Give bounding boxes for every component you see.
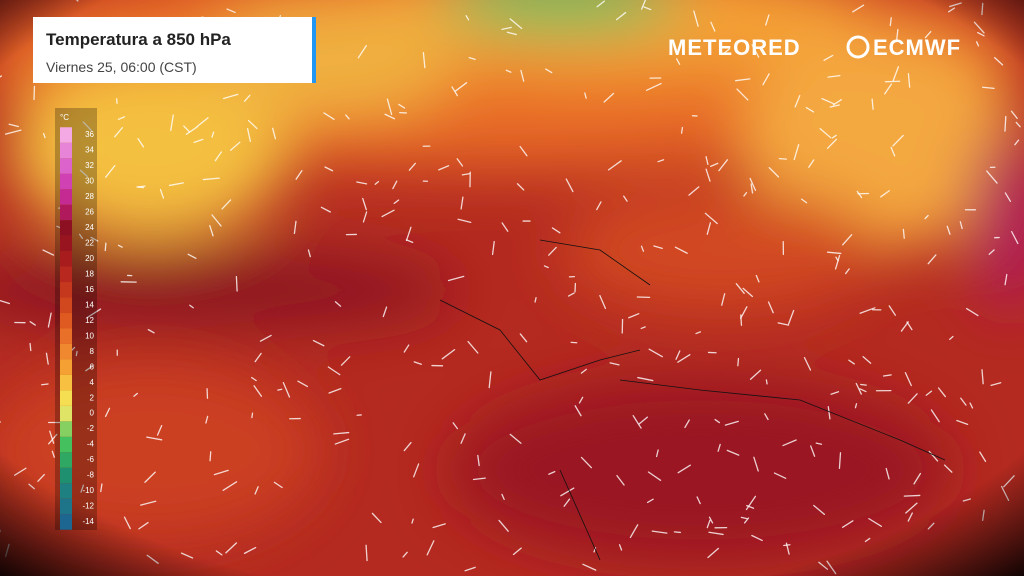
legend: 363432302826242220181614121086420-2-4-6-…	[60, 127, 95, 530]
legend-swatch	[60, 173, 72, 190]
legend-tick-label: -12	[82, 502, 94, 511]
legend-swatch	[60, 313, 72, 329]
legend-tick-label: -14	[82, 517, 94, 526]
legend-tick-label: 16	[85, 285, 94, 294]
legend-swatch	[60, 405, 72, 422]
title-accent	[312, 17, 316, 83]
legend-tick-label: -6	[87, 455, 95, 464]
legend-swatch	[60, 220, 72, 236]
legend-swatch	[60, 282, 72, 298]
legend-tick-label: -4	[87, 440, 95, 449]
legend-tick-label: 14	[85, 300, 94, 309]
legend-swatch	[60, 266, 72, 283]
legend-tick-label: 34	[85, 146, 94, 155]
legend-swatch	[60, 452, 72, 468]
legend-swatch	[60, 127, 72, 143]
legend-swatch	[60, 421, 72, 437]
legend-tick-label: 28	[85, 192, 94, 201]
legend-tick-label: 24	[85, 223, 94, 232]
map-subtitle: Viernes 25, 06:00 (CST)	[46, 59, 197, 75]
map-title: Temperatura a 850 hPa	[46, 30, 231, 49]
legend-tick-label: 36	[85, 130, 94, 139]
legend-tick-label: 20	[85, 254, 94, 263]
legend-swatch	[60, 189, 72, 205]
legend-unit: °C	[60, 113, 69, 122]
legend-tick-label: -10	[82, 486, 94, 495]
legend-swatch	[60, 328, 72, 344]
legend-swatch	[60, 204, 72, 221]
legend-tick-label: 0	[90, 409, 95, 418]
legend-swatch	[60, 359, 72, 375]
legend-tick-label: -8	[87, 471, 95, 480]
legend-tick-label: 26	[85, 208, 94, 217]
legend-tick-label: 12	[85, 316, 94, 325]
legend-swatch	[60, 498, 72, 515]
legend-tick-label: 22	[85, 238, 94, 247]
legend-tick-label: 2	[90, 393, 95, 402]
legend-swatch	[60, 343, 72, 360]
legend-swatch	[60, 297, 72, 314]
legend-swatch	[60, 436, 72, 453]
legend-swatch	[60, 251, 72, 267]
legend-swatch	[60, 390, 72, 406]
logo-icon	[846, 35, 870, 59]
legend-swatch	[60, 235, 72, 252]
legend-swatch	[60, 142, 72, 159]
legend-tick-label: 4	[90, 378, 95, 387]
legend-tick-label: 30	[85, 177, 94, 186]
legend-tick-label: 18	[85, 269, 94, 278]
legend-swatch	[60, 467, 72, 484]
legend-tick-label: -2	[87, 424, 95, 433]
legend-swatch	[60, 514, 72, 530]
legend-tick-label: 8	[90, 347, 95, 356]
logo-ecmwf: ECMWF	[873, 35, 961, 60]
legend-swatch	[60, 483, 72, 499]
legend-swatch	[60, 374, 72, 391]
title-box	[33, 17, 316, 83]
logo-meteored: METEORED	[668, 35, 801, 60]
legend-tick-label: 6	[90, 362, 95, 371]
legend-tick-label: 10	[85, 331, 94, 340]
legend-swatch	[60, 158, 72, 174]
legend-tick-label: 32	[85, 161, 94, 170]
